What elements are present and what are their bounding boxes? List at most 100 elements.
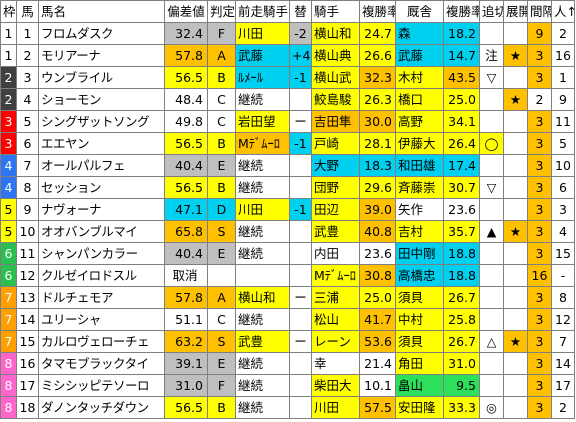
col-trainer[interactable]: 厩舎 bbox=[395, 0, 444, 23]
col-jockey-rate[interactable]: 複勝率 bbox=[359, 0, 396, 23]
cell-trate: 35.7 bbox=[443, 220, 480, 243]
cell-jrate: 26.3 bbox=[359, 88, 396, 111]
cell-prev: 継続 bbox=[235, 220, 290, 243]
col-hantei[interactable]: 判定 bbox=[207, 0, 236, 23]
cell-tenkai bbox=[503, 110, 528, 133]
col-name[interactable]: 馬名 bbox=[38, 0, 165, 23]
cell-jrate: 53.6 bbox=[359, 330, 396, 353]
cell-hensa: 63.2 bbox=[164, 330, 208, 353]
cell-jockey: レーン bbox=[311, 330, 360, 353]
cell-waku: 2 bbox=[0, 88, 17, 111]
cell-trate: 30.7 bbox=[443, 176, 480, 199]
table-row[interactable]: 4 8 セッション 56.5 B 継続 団野 29.6 斉藤崇 30.7 ▽ 3 6 bbox=[0, 176, 575, 199]
cell-ninki: 15 bbox=[551, 242, 575, 265]
cell-prev: 継続 bbox=[235, 176, 290, 199]
cell-hantei: B bbox=[207, 132, 236, 155]
table-row[interactable]: 7 15 カルロヴェローチェ 63.2 S 武豊ーレーン 53.6 須貝 26.7 △ ★ 3 7 bbox=[0, 330, 575, 353]
cell-oikiri: △ bbox=[479, 330, 504, 353]
table-row[interactable]: 2 4 ショーモン 48.4 C 継続 鮫島駿 26.3 橋口 25.0 ★ 2 9 bbox=[0, 88, 575, 111]
table-row[interactable]: 1 2 モリアーナ 57.8 A 武藤 +4 横山典 26.6 武藤 14.7 注 ★ 3 16 bbox=[0, 44, 575, 67]
cell-oikiri: ▲ bbox=[479, 220, 504, 243]
cell-ninki: 2 bbox=[551, 396, 575, 419]
table-row[interactable]: 3 5 シングザットソング 49.8 C 岩田望ー吉田隼 30.0 高野 34.1 3 11 bbox=[0, 110, 575, 133]
cell-change: -1 bbox=[289, 66, 312, 89]
col-change[interactable]: 替 bbox=[289, 0, 312, 23]
cell-jockey: 戸崎 bbox=[311, 132, 360, 155]
table-row[interactable]: 8 18 ダノンタッチダウン 56.5 B 継続 川田 57.5 安田隆 33.3 ◎ 3 2 bbox=[0, 396, 575, 419]
cell-waku: 6 bbox=[0, 242, 17, 265]
cell-jockey: 横山典 bbox=[311, 44, 360, 67]
table-row[interactable]: 5 10 オオバンブルマイ 65.8 S 継続 武豊 40.8 吉村 35.7 ▲ ★ 3 4 bbox=[0, 220, 575, 243]
cell-oikiri: ▽ bbox=[479, 66, 504, 89]
col-trainer-rate[interactable]: 複勝率 bbox=[443, 0, 480, 23]
table-row[interactable]: 3 6 エエヤン 56.5 B Mﾃﾞﾑｰﾛ -1 戸崎 28.1 伊藤大 26.4 ◯ 3 5 bbox=[0, 132, 575, 155]
cell-num: 5 bbox=[16, 110, 39, 133]
cell-jockey: Mﾃﾞﾑｰﾛ bbox=[311, 264, 360, 287]
table-row[interactable]: 8 17 ミシシッピテソーロ 31.0 F 継続 柴田大 10.1 畠山 9.5 3 17 bbox=[0, 374, 575, 397]
cell-ninki: 2 bbox=[551, 22, 575, 45]
cell-change: +4 bbox=[289, 44, 312, 67]
cell-oikiri bbox=[479, 22, 504, 45]
cell-hantei bbox=[207, 264, 236, 287]
cell-tenkai: ★ bbox=[503, 220, 528, 243]
cell-oikiri: 注 bbox=[479, 44, 504, 67]
cell-oikiri bbox=[479, 198, 504, 221]
cell-tenkai bbox=[503, 66, 528, 89]
cell-ninki: - bbox=[551, 264, 575, 287]
cell-hantei: E bbox=[207, 352, 236, 375]
cell-prev: 川田 bbox=[235, 22, 290, 45]
col-prev-jockey[interactable]: 前走騎手 bbox=[235, 0, 290, 23]
col-tenkai[interactable]: 展開 bbox=[503, 0, 528, 23]
cell-trate: 25.0 bbox=[443, 88, 480, 111]
cell-hensa: 47.1 bbox=[164, 198, 208, 221]
cell-prev: 継続 bbox=[235, 374, 290, 397]
col-kankaku[interactable]: 間隔 bbox=[527, 0, 552, 23]
table-row[interactable]: 6 12 クルゼイロドスル 取消 Mﾃﾞﾑｰﾛ 30.8 高橋忠 18.8 16- bbox=[0, 264, 575, 287]
table-row[interactable]: 7 13 ドルチェモア 57.8 A 横山和ー三浦 25.0 須貝 26.7 3 8 bbox=[0, 286, 575, 309]
cell-hensa: 40.4 bbox=[164, 242, 208, 265]
cell-kankaku: 3 bbox=[527, 374, 552, 397]
cell-hantei: E bbox=[207, 154, 236, 177]
col-ninki[interactable]: 人↑ bbox=[551, 0, 575, 23]
table-row[interactable]: 4 7 オールパルフェ 40.4 E 継続 大野 18.3 和田雄 17.4 3 10 bbox=[0, 154, 575, 177]
cell-name: ダノンタッチダウン bbox=[38, 396, 165, 419]
cell-hantei: D bbox=[207, 198, 236, 221]
table-row[interactable]: 7 14 ユリーシャ 51.1 C 継続 松山 41.7 中村 25.8 3 12 bbox=[0, 308, 575, 331]
cell-jrate: 21.4 bbox=[359, 352, 396, 375]
table-row[interactable]: 8 16 タマモブラックタイ 39.1 E 継続幸 21.4 角田 31.0 3 14 bbox=[0, 352, 575, 375]
cell-num: 9 bbox=[16, 198, 39, 221]
cell-num: 8 bbox=[16, 176, 39, 199]
cell-tenkai bbox=[503, 22, 528, 45]
cell-kankaku: 3 bbox=[527, 308, 552, 331]
cell-prev: 武藤 bbox=[235, 44, 290, 67]
cell-ninki: 17 bbox=[551, 374, 575, 397]
cell-waku: 5 bbox=[0, 220, 17, 243]
cell-waku: 7 bbox=[0, 286, 17, 309]
col-oikiri[interactable]: 追切 bbox=[479, 0, 504, 23]
cell-waku: 8 bbox=[0, 352, 17, 375]
cell-name: エエヤン bbox=[38, 132, 165, 155]
col-waku[interactable]: 枠 bbox=[0, 0, 17, 23]
cell-name: オオバンブルマイ bbox=[38, 220, 165, 243]
cell-name: フロムダスク bbox=[38, 22, 165, 45]
table-row[interactable]: 6 11 シャンパンカラー 40.4 E 継続 内田 23.6 田中剛 18.8 3 15 bbox=[0, 242, 575, 265]
col-umaban[interactable]: 馬 bbox=[16, 0, 39, 23]
cell-hensa: 取消 bbox=[164, 264, 208, 287]
cell-kankaku: 3 bbox=[527, 396, 552, 419]
cell-change: -2 bbox=[289, 22, 312, 45]
cell-tenkai: ★ bbox=[503, 330, 528, 353]
cell-trate: 18.8 bbox=[443, 264, 480, 287]
table-row[interactable]: 2 3 ウンブライル 56.5 B ﾙﾒｰﾙ -1 横山武 32.3 木村 43.5 ▽ 3 1 bbox=[0, 66, 575, 89]
cell-trate: 31.0 bbox=[443, 352, 480, 375]
cell-kankaku: 3 bbox=[527, 154, 552, 177]
cell-trainer: 高橋忠 bbox=[395, 264, 444, 287]
table-row[interactable]: 5 9 ナヴォーナ 47.1 D 川田 -1 田辺 39.0 矢作 23.6 3 3 bbox=[0, 198, 575, 221]
cell-ninki: 6 bbox=[551, 176, 575, 199]
cell-hensa: 31.0 bbox=[164, 374, 208, 397]
col-jockey[interactable]: 騎手 bbox=[311, 0, 360, 23]
cell-waku: 1 bbox=[0, 22, 17, 45]
col-hensa[interactable]: 偏差値 bbox=[164, 0, 208, 23]
cell-waku: 1 bbox=[0, 44, 17, 67]
cell-waku: 8 bbox=[0, 374, 17, 397]
table-row[interactable]: 1 1 フロムダスク 32.4 F 川田 -2 横山和 24.7 森 18.2 9 2 bbox=[0, 22, 575, 45]
